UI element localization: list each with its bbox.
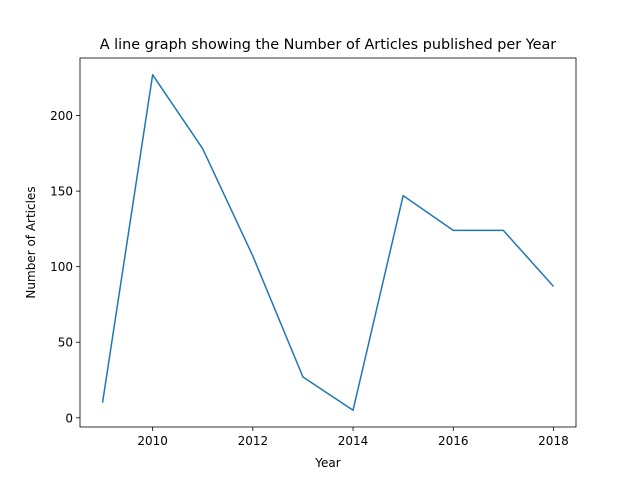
- x-tick-label: 2012: [238, 434, 269, 448]
- y-tick-label: 150: [50, 185, 73, 199]
- x-tick-label: 2014: [338, 434, 369, 448]
- series-group: [101, 74, 555, 411]
- x-tick-label: 2016: [438, 434, 469, 448]
- y-tick-label: 0: [65, 411, 73, 425]
- chart-title: A line graph showing the Number of Artic…: [100, 37, 557, 53]
- y-tick-label: 200: [50, 109, 73, 123]
- y-tick-label: 100: [50, 260, 73, 274]
- x-tick-label: 2010: [137, 434, 168, 448]
- plot-area: 2010 2012 2014 2016 2018 0 50 100 150 200: [50, 57, 577, 448]
- plot-frame: [79, 57, 577, 428]
- y-tick-label: 50: [58, 336, 73, 350]
- x-axis-label: Year: [314, 456, 340, 470]
- x-tick-label: 2018: [538, 434, 569, 448]
- series-line: [101, 74, 555, 411]
- x-axis: 2010 2012 2014 2016 2018: [137, 427, 569, 448]
- y-axis: 0 50 100 150 200: [50, 109, 80, 425]
- y-axis-label: Number of Articles: [24, 186, 38, 298]
